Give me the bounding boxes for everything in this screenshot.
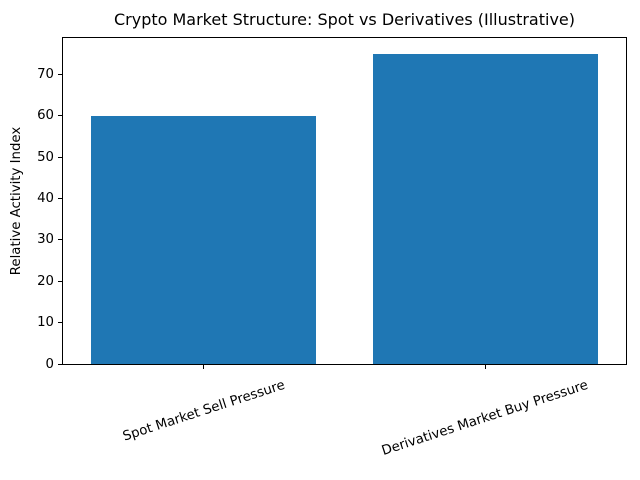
bar-1 [372, 53, 598, 364]
y-tick-label: 20 [37, 273, 54, 289]
x-tick-label: Derivatives Market Buy Pressure [380, 377, 591, 459]
y-tick-mark [58, 280, 62, 282]
y-tick-label: 0 [45, 356, 54, 372]
x-tick-label: Spot Market Sell Pressure [120, 377, 287, 445]
y-tick-label: 30 [37, 232, 54, 248]
y-tick-mark [58, 363, 62, 365]
y-tick-label: 60 [37, 108, 54, 124]
x-tick-mark [484, 365, 486, 369]
chart-title: Crypto Market Structure: Spot vs Derivat… [113, 10, 576, 29]
x-tick-mark [203, 365, 205, 369]
bar-0 [91, 115, 317, 364]
y-tick-mark [58, 322, 62, 324]
y-tick-mark [58, 197, 62, 199]
y-tick-label: 50 [37, 149, 54, 165]
y-tick-label: 40 [37, 190, 54, 206]
y-tick-mark [58, 115, 62, 117]
y-tick-mark [58, 73, 62, 75]
y-tick-mark [58, 156, 62, 158]
y-tick-mark [58, 239, 62, 241]
y-tick-label: 70 [37, 66, 54, 82]
y-tick-label: 10 [37, 315, 54, 331]
